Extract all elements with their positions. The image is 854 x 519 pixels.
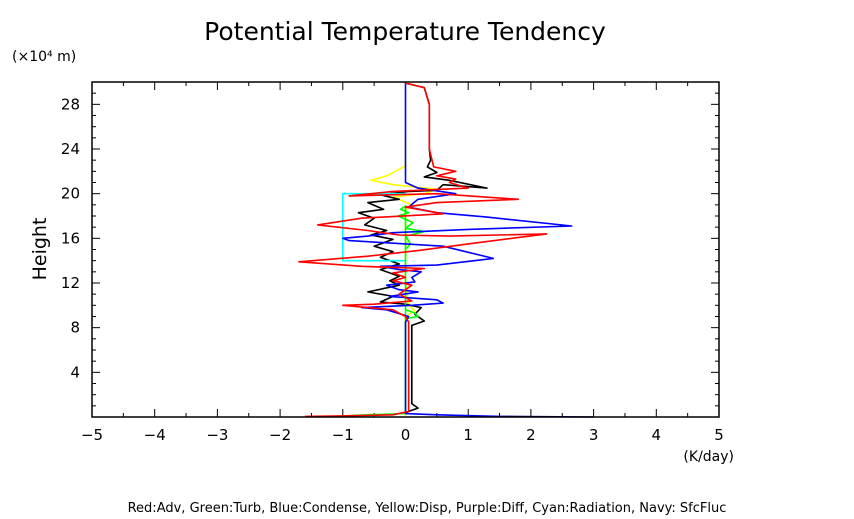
- series-line-4: [341, 82, 573, 418]
- y-axis-label: Height: [29, 218, 51, 281]
- series-line-3: [317, 205, 426, 418]
- y-tick-label: 20: [61, 185, 80, 203]
- x-tick-label: 5: [714, 426, 724, 444]
- series-line-6: [298, 82, 548, 418]
- x-tick-label: 4: [652, 426, 662, 444]
- y-tick-label: 24: [61, 140, 80, 158]
- y-axis-unit: (×10⁴ m): [12, 49, 76, 65]
- x-tick-label: 1: [463, 426, 473, 444]
- x-tick-label: −1: [332, 426, 354, 444]
- x-tick-label: −3: [206, 426, 228, 444]
- x-tick-label: −4: [144, 426, 166, 444]
- y-tick-label: 4: [70, 363, 80, 381]
- series-group: [298, 82, 594, 418]
- y-tick-label: 12: [61, 274, 80, 292]
- x-tick-label: 0: [401, 426, 411, 444]
- legend-text: Red:Adv, Green:Turb, Blue:Condense, Yell…: [128, 501, 727, 516]
- chart-title: Potential Temperature Tendency: [204, 17, 606, 46]
- plot-frame: [91, 81, 720, 418]
- x-tick-label: 3: [589, 426, 599, 444]
- x-tick-label: −2: [269, 426, 291, 444]
- series-line-1: [357, 82, 488, 415]
- y-tick-label: 28: [61, 95, 80, 113]
- y-tick-label: 8: [70, 319, 80, 337]
- x-tick-label: −5: [81, 426, 103, 444]
- x-tick-label: 2: [526, 426, 536, 444]
- y-tick-label: 16: [61, 229, 80, 247]
- x-axis-label: (K/day): [683, 449, 734, 465]
